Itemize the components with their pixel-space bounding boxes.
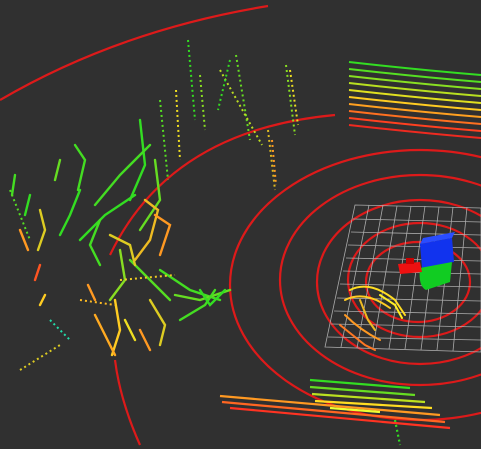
point-cloud-poles (159, 39, 299, 191)
range-ring-0 (364, 240, 472, 324)
ground-scan-lines (219, 378, 451, 446)
range-ring-1 (346, 221, 481, 339)
y-axis-cylinder (419, 262, 452, 290)
range-ring-2 (315, 198, 481, 366)
x-axis-arrow (398, 262, 422, 274)
point-cloud-sparse-dots (9, 189, 176, 371)
point-cloud-cluster (10, 118, 232, 357)
vehicle-frame-marker (398, 232, 455, 290)
wall-scan-lines (348, 61, 481, 139)
range-ring-arc-2 (109, 113, 336, 256)
z-axis-box (420, 238, 454, 268)
range-ring-arc-3 (113, 359, 142, 446)
range-ring-4 (228, 148, 481, 422)
range-rings (0, 4, 481, 446)
range-ring-outer-arc (0, 4, 269, 101)
range-ring-3 (278, 173, 481, 387)
nearby-object-points (339, 285, 406, 351)
